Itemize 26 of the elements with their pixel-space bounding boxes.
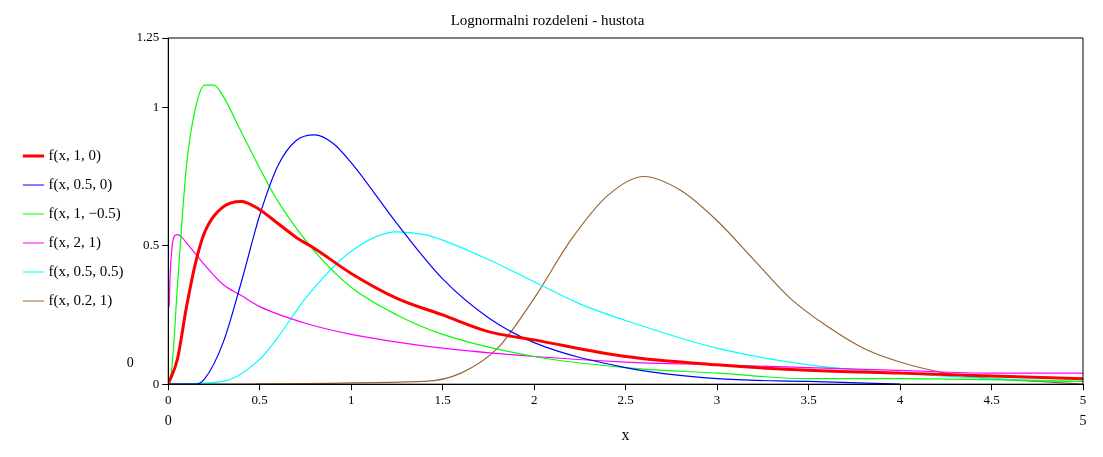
- text: 0: [164, 412, 172, 428]
- x-axis-title: x: [621, 425, 630, 443]
- x-tick-label: 3: [713, 392, 721, 408]
- x-tick-label: 4.5: [983, 392, 1000, 408]
- text: 5: [1079, 412, 1087, 428]
- x-tick-label: 5: [1079, 392, 1087, 408]
- y-tick-label: 1: [152, 98, 160, 114]
- legend-label: f(x, 2, 1): [48, 233, 101, 251]
- x-tick-label: 2: [530, 392, 538, 408]
- x-tick-label: 0: [164, 392, 172, 408]
- x-tick-label: 1: [347, 392, 355, 408]
- x-tick-label: 1.5: [434, 392, 451, 408]
- y-tick-label: 1.25: [136, 29, 160, 45]
- x-tick-label: 2.5: [617, 392, 634, 408]
- legend-label: f(x, 0.5, 0): [48, 175, 113, 193]
- y-tick-label: 0: [152, 375, 160, 391]
- y-tick-label: 0.5: [142, 237, 160, 253]
- legend-label: f(x, 1, −0.5): [48, 204, 121, 222]
- text: 0: [126, 354, 134, 370]
- legend-label: f(x, 1, 0): [48, 146, 101, 164]
- legend-label: f(x, 0.5, 0.5): [48, 262, 124, 280]
- chart-title: Lognormalni rozdeleni - hustota: [450, 11, 645, 28]
- x-tick-label: 0.5: [251, 392, 268, 408]
- x-tick-label: 3.5: [800, 392, 817, 408]
- legend-label: f(x, 0.2, 1): [48, 291, 113, 309]
- x-tick-label: 4: [896, 392, 904, 408]
